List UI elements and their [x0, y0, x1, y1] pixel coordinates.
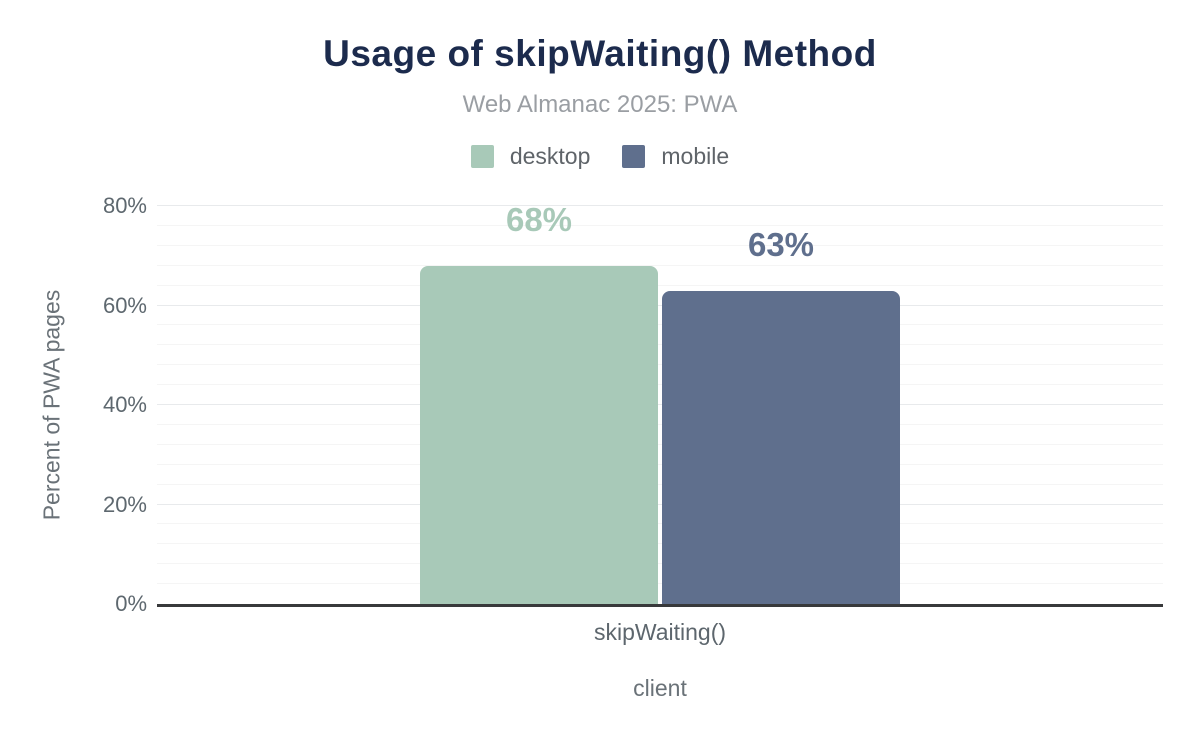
y-tick-20: 20%: [102, 491, 147, 517]
gridline: [157, 224, 1163, 226]
y-tick-60: 60%: [102, 292, 147, 318]
bar-column-desktop: 68%: [420, 203, 658, 604]
gridline: [157, 404, 1163, 405]
legend: desktop mobile: [0, 143, 1200, 170]
gridline: [157, 483, 1163, 485]
y-tick-80: 80%: [102, 193, 147, 218]
chart-title: Usage of skipWaiting() Method: [323, 33, 877, 74]
gridline: [157, 384, 1163, 386]
gridline: [157, 463, 1163, 465]
mobile-value-label: 63%: [747, 225, 815, 263]
gridline: [157, 284, 1163, 286]
gridline: [157, 523, 1163, 525]
gridline: [157, 543, 1163, 545]
desktop-value-label: 68%: [505, 200, 573, 238]
legend-label-desktop: desktop: [509, 143, 591, 169]
gridline: [157, 304, 1163, 306]
desktop-bar: [420, 265, 658, 604]
x-axis-title: client: [633, 675, 687, 701]
mobile-swatch-icon: [622, 145, 646, 168]
legend-item-mobile: mobile: [622, 143, 729, 170]
gridline: [157, 324, 1163, 326]
gridline: [157, 423, 1163, 425]
plot-area: 0% 20% 40% 60% 80% Percent of PWA pages …: [39, 193, 1163, 701]
gridline: [157, 583, 1163, 585]
y-tick-40: 40%: [102, 392, 147, 417]
gridline: [157, 563, 1163, 565]
gridline: [157, 503, 1163, 505]
desktop-swatch-icon: [470, 145, 494, 168]
y-tick-0: 0%: [115, 591, 147, 616]
mobile-bar: [662, 290, 900, 604]
x-tick-label: skipWaiting(): [593, 619, 727, 645]
gridline: [157, 205, 1163, 206]
chart-subtitle: Web Almanac 2025: PWA: [462, 91, 738, 118]
gridline: [157, 344, 1163, 346]
gridline: [157, 244, 1163, 246]
legend-label-mobile: mobile: [661, 143, 730, 169]
gridline: [157, 443, 1163, 445]
legend-item-desktop: desktop: [470, 143, 591, 170]
y-axis-title: Percent of PWA pages: [38, 289, 65, 521]
bar-group: 68% 63%: [157, 203, 1163, 604]
gridline: [157, 364, 1163, 366]
gridline: [157, 264, 1163, 266]
bar-column-mobile: 63%: [662, 228, 900, 604]
